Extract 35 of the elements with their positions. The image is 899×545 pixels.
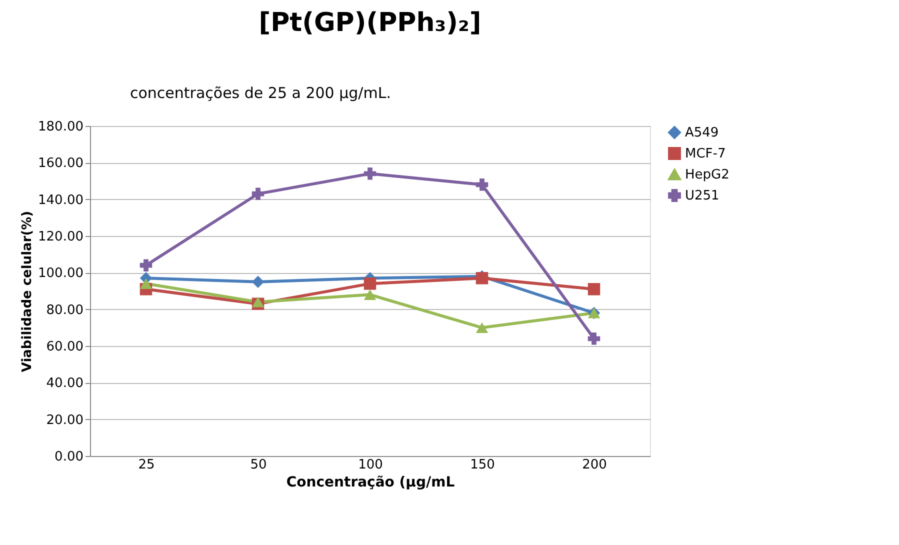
y-tick-label: 140.00	[38, 192, 84, 208]
y-tick-label: 0.00	[54, 450, 84, 464]
y-axis-title: Viabilidade celular(%)	[20, 210, 36, 372]
point	[476, 322, 488, 333]
x-tick-label: 150	[470, 458, 495, 472]
y-tick-label: 160.00	[38, 156, 84, 172]
x-tick-label: 50	[250, 458, 267, 472]
point	[364, 289, 376, 300]
point	[140, 259, 152, 272]
point	[252, 188, 264, 200]
chart-title: [Pt(GP)(PPh₃)₂]	[258, 8, 482, 38]
legend-label: MCF-7	[685, 146, 726, 162]
x-tick-label: 200	[582, 458, 607, 472]
y-tick-label: 60.00	[46, 340, 84, 354]
point	[364, 168, 376, 180]
y-tick-label: 40.00	[46, 376, 84, 392]
y-tick-label: 80.00	[46, 302, 84, 318]
x-tick-label: 100	[358, 458, 383, 472]
point	[252, 276, 264, 288]
point	[140, 278, 152, 289]
point	[588, 332, 600, 345]
point	[364, 278, 376, 290]
point	[252, 296, 264, 308]
x-tick-label: 25	[138, 458, 155, 472]
point	[588, 283, 600, 296]
legend-label: HepG2	[685, 168, 730, 182]
y-tick-label: 100.00	[38, 266, 84, 282]
y-tick-label: 120.00	[38, 230, 84, 244]
x-axis-title: Concentração (µg/mL	[286, 474, 455, 490]
point	[476, 178, 488, 191]
y-tick-label: 180.00	[38, 120, 84, 134]
text: concentrações de 25 a 200 µg/mL.	[130, 84, 391, 102]
y-tick-label: 20.00	[46, 412, 84, 428]
legend-label: U251	[685, 188, 720, 204]
legend-label: A549	[685, 126, 719, 140]
